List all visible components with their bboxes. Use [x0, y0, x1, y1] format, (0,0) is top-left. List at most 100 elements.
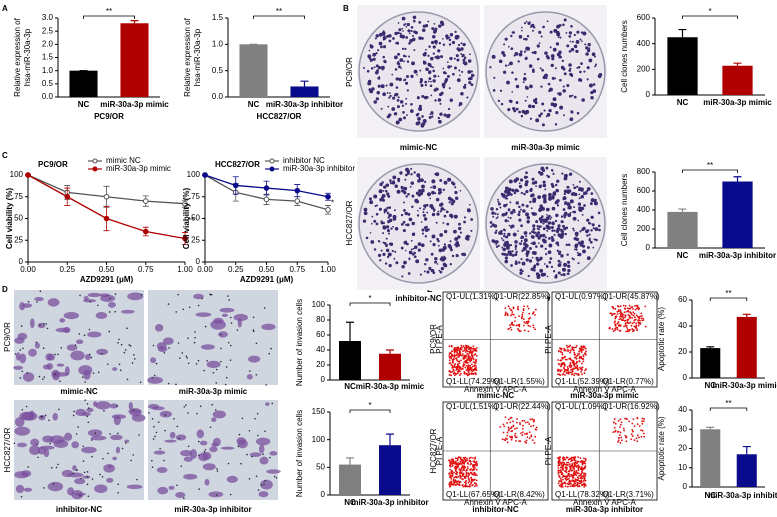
colony [427, 192, 431, 197]
pore [132, 409, 135, 411]
event [564, 349, 567, 352]
colony [385, 183, 390, 187]
pore [125, 442, 127, 444]
event [576, 361, 579, 364]
pore [46, 327, 49, 330]
event [644, 305, 647, 308]
cell [47, 298, 60, 307]
colony [510, 264, 513, 267]
pore [13, 442, 16, 445]
event [572, 348, 575, 351]
colony [396, 189, 401, 194]
colony [397, 177, 401, 181]
colony [424, 180, 427, 184]
colony [523, 238, 527, 242]
colony [457, 244, 460, 247]
event [523, 433, 526, 435]
colony [458, 102, 463, 106]
colony [510, 34, 513, 38]
colony [562, 197, 566, 201]
pore [177, 342, 180, 344]
event [561, 482, 564, 485]
colony [426, 270, 430, 274]
colony [536, 262, 540, 266]
event [580, 473, 582, 476]
cell [192, 293, 204, 300]
event [456, 366, 459, 369]
event [448, 353, 451, 355]
colony [403, 240, 408, 245]
quadrant-label: Q1-UL(1.51%) [446, 402, 498, 411]
colony [375, 64, 379, 68]
event [637, 324, 640, 327]
colony [560, 254, 564, 257]
colony [577, 202, 582, 206]
y-tick-label: 10 [678, 463, 687, 472]
colony [380, 45, 383, 49]
error-bar [706, 346, 715, 349]
cell [266, 469, 281, 474]
event [578, 474, 581, 477]
x-tick-label: 0.25 [228, 265, 244, 274]
colony [389, 182, 392, 185]
colony [407, 193, 410, 196]
pore [264, 430, 266, 433]
event [627, 330, 630, 333]
colony [369, 59, 372, 62]
colony [371, 87, 375, 91]
colony [425, 96, 429, 99]
colony [590, 198, 595, 203]
colony [526, 34, 530, 38]
colony [506, 192, 511, 197]
event [472, 361, 475, 363]
cell [75, 339, 84, 345]
event [557, 460, 560, 463]
event [469, 357, 472, 360]
colony [588, 58, 593, 63]
cell [212, 410, 226, 419]
error-bar [300, 80, 309, 87]
colony [523, 192, 526, 196]
colony [400, 222, 404, 226]
colony [520, 237, 523, 240]
pore [195, 362, 198, 365]
colony [546, 56, 550, 60]
cell [110, 434, 123, 441]
colony [552, 191, 557, 195]
pore [21, 408, 24, 411]
colony [594, 65, 597, 68]
colony [499, 59, 502, 62]
cell [29, 445, 41, 456]
colony [548, 108, 552, 113]
event [459, 354, 462, 357]
pore [153, 425, 155, 428]
event [452, 361, 454, 364]
quadrant-label: Q1-UL(1.31%) [446, 292, 498, 301]
event [521, 419, 524, 422]
colony [573, 33, 576, 37]
event [448, 356, 451, 359]
colony [375, 222, 379, 226]
event [622, 317, 625, 320]
event [614, 422, 617, 425]
colony [427, 228, 430, 231]
event [575, 471, 578, 474]
pore [201, 297, 203, 300]
colony [462, 252, 467, 257]
event [557, 359, 559, 361]
pore [251, 455, 253, 458]
event [453, 364, 456, 367]
colony [386, 91, 389, 94]
quadrant-label: Q1-UR(22.44%) [493, 402, 551, 411]
colony [432, 243, 436, 247]
cell [159, 410, 172, 418]
colony [552, 97, 557, 102]
image-label: miR-30a-3p inhibitor [174, 505, 251, 514]
colony [544, 247, 547, 250]
colony [557, 264, 561, 268]
pore [151, 376, 153, 379]
colony [523, 175, 528, 179]
y-tick-label: 0 [321, 375, 326, 384]
pore [26, 372, 29, 374]
colony [386, 206, 389, 210]
